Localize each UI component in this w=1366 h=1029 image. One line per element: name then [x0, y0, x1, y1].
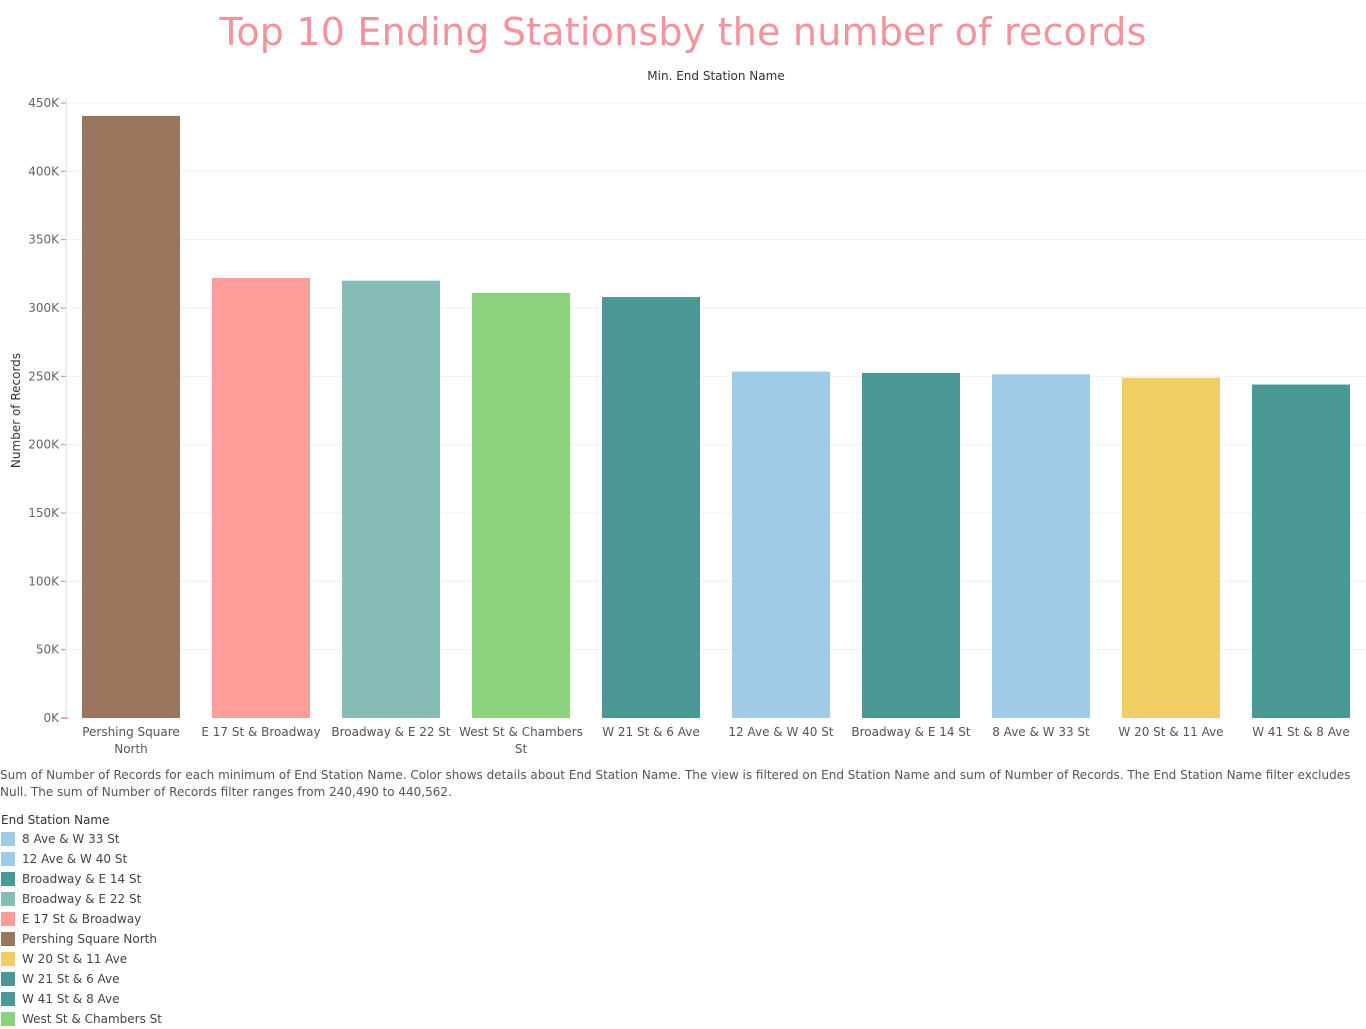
- legend-label: Broadway & E 14 St: [22, 872, 142, 886]
- legend-label: Broadway & E 22 St: [22, 892, 142, 906]
- legend: End Station Name 8 Ave & W 33 St 12 Ave &…: [1, 813, 162, 1029]
- legend-label: West St & Chambers St: [22, 1012, 162, 1026]
- bar: [732, 371, 830, 718]
- legend-item[interactable]: West St & Chambers St: [1, 1009, 162, 1029]
- x-tick-label: 8 Ave & W 33 St: [992, 725, 1090, 739]
- bar: [82, 115, 180, 718]
- legend-swatch: [1, 912, 15, 926]
- x-tick-label: West St & Chambers: [459, 725, 583, 739]
- y-tick-label: 350K: [28, 233, 60, 247]
- bar-chart: 0K 50K 100K 150K 200K 250K 300K 350K 400K 450K Num…: [9, 96, 1366, 756]
- bar: [992, 374, 1090, 718]
- legend-label: W 21 St & 6 Ave: [22, 972, 120, 986]
- y-axis-title: Number of Records: [9, 353, 23, 468]
- legend-label: 12 Ave & W 40 St: [22, 852, 128, 866]
- bar: [472, 292, 570, 718]
- x-tick-label: Broadway & E 14 St: [851, 725, 971, 739]
- column-header: Min. End Station Name: [647, 69, 785, 83]
- chart-caption: Sum of Number of Records for each minimu…: [0, 768, 1351, 799]
- bar: [1122, 377, 1220, 718]
- legend-swatch: [1, 1012, 15, 1026]
- bar: [342, 280, 440, 718]
- y-tick-label: 0K: [43, 711, 60, 725]
- y-tick-label: 200K: [28, 438, 60, 452]
- legend-swatch: [1, 852, 15, 866]
- x-tick-label: E 17 St & Broadway: [201, 725, 320, 739]
- y-tick-label: 150K: [28, 506, 60, 520]
- x-tick-label: 12 Ave & W 40 St: [728, 725, 833, 739]
- legend-swatch: [1, 972, 15, 986]
- x-tick-label: W 41 St & 8 Ave: [1252, 725, 1350, 739]
- legend-swatch: [1, 952, 15, 966]
- legend-label: W 20 St & 11 Ave: [22, 952, 128, 966]
- y-tick-label: 250K: [28, 369, 60, 383]
- legend-item[interactable]: 8 Ave & W 33 St: [1, 829, 162, 849]
- y-tick-label: 400K: [28, 164, 60, 178]
- x-tick-label: W 21 St & 6 Ave: [602, 725, 700, 739]
- legend-items: 8 Ave & W 33 St 12 Ave & W 40 St Broadway …: [1, 829, 162, 1029]
- x-tick-label: North: [114, 742, 148, 756]
- x-tick-label: Pershing Square: [82, 725, 180, 739]
- legend-label: 8 Ave & W 33 St: [22, 832, 120, 846]
- legend-swatch: [1, 832, 15, 846]
- y-tick-label: 300K: [28, 301, 60, 315]
- legend-item[interactable]: Pershing Square North: [1, 929, 162, 949]
- legend-item[interactable]: 12 Ave & W 40 St: [1, 849, 162, 869]
- legend-swatch: [1, 932, 15, 946]
- y-tick-label: 100K: [28, 574, 60, 588]
- legend-label: E 17 St & Broadway: [22, 912, 142, 926]
- bar: [212, 277, 310, 718]
- x-tick-label: St: [515, 742, 528, 756]
- bar: [602, 297, 700, 718]
- y-tick-label: 50K: [36, 643, 60, 657]
- bar: [862, 372, 960, 718]
- x-tick-label: Broadway & E 22 St: [331, 725, 451, 739]
- legend-item[interactable]: Broadway & E 14 St: [1, 869, 162, 889]
- chart-title: Top 10 Ending Stationsby the number of r…: [219, 10, 1147, 54]
- legend-swatch: [1, 992, 15, 1006]
- y-tick-label: 450K: [28, 96, 60, 110]
- legend-item[interactable]: Broadway & E 22 St: [1, 889, 162, 909]
- legend-label: Pershing Square North: [22, 932, 157, 946]
- x-tick-label: W 20 St & 11 Ave: [1118, 725, 1223, 739]
- legend-item[interactable]: W 21 St & 6 Ave: [1, 969, 162, 989]
- legend-swatch: [1, 872, 15, 886]
- legend-item[interactable]: E 17 St & Broadway: [1, 909, 162, 929]
- legend-item[interactable]: W 41 St & 8 Ave: [1, 989, 162, 1009]
- legend-title: End Station Name: [1, 813, 110, 827]
- legend-item[interactable]: W 20 St & 11 Ave: [1, 949, 162, 969]
- bar: [1252, 384, 1350, 718]
- legend-swatch: [1, 892, 15, 906]
- legend-label: W 41 St & 8 Ave: [22, 992, 120, 1006]
